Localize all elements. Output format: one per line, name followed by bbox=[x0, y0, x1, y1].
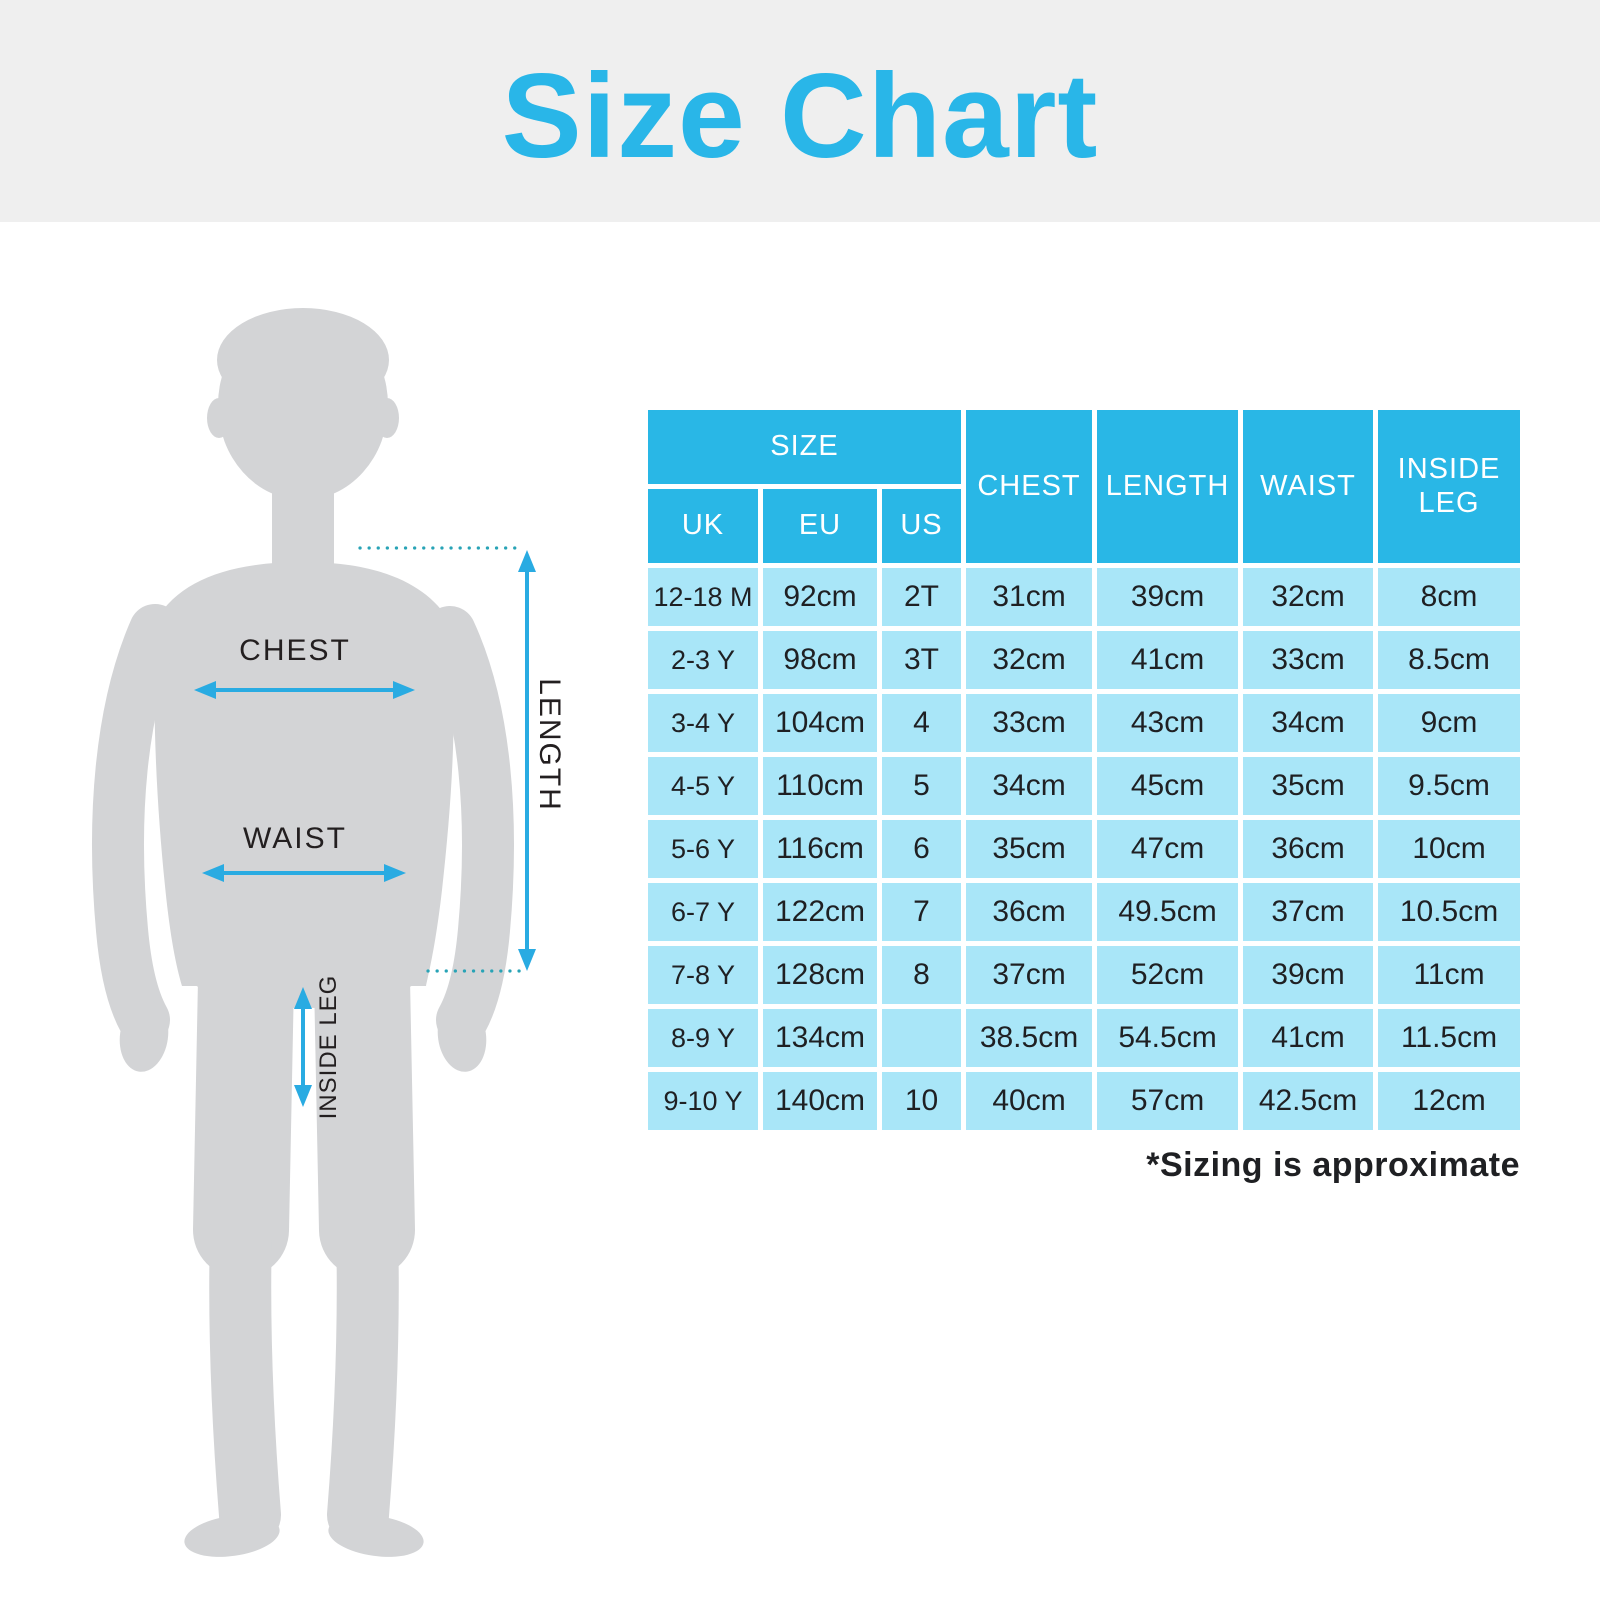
table-cell: 116cm bbox=[763, 820, 877, 878]
header-size: SIZE bbox=[648, 410, 962, 484]
table-cell: 11cm bbox=[1378, 946, 1521, 1004]
table-cell: 57cm bbox=[1097, 1072, 1239, 1130]
table-cell: 36cm bbox=[1243, 820, 1374, 878]
chest-label: CHEST bbox=[239, 634, 351, 667]
table-cell: 4-5 Y bbox=[648, 757, 758, 815]
table-cell: 34cm bbox=[1243, 694, 1374, 752]
table-cell: 8.5cm bbox=[1378, 631, 1521, 689]
header-us: US bbox=[882, 489, 962, 563]
header-chest: CHEST bbox=[966, 410, 1093, 563]
header-row-regions: UK EU US bbox=[648, 489, 1520, 563]
table-cell: 32cm bbox=[966, 631, 1093, 689]
page-title: Size Chart bbox=[501, 49, 1099, 183]
table-cell: 92cm bbox=[763, 568, 877, 626]
header-uk: UK bbox=[648, 489, 758, 563]
table-cell: 40cm bbox=[966, 1072, 1093, 1130]
table-cell: 54.5cm bbox=[1097, 1009, 1239, 1067]
table-cell: 11.5cm bbox=[1378, 1009, 1521, 1067]
table-cell: 38.5cm bbox=[966, 1009, 1093, 1067]
table-cell: 7-8 Y bbox=[648, 946, 758, 1004]
table-cell: 7 bbox=[882, 883, 962, 941]
table-cell: 122cm bbox=[763, 883, 877, 941]
header-row-group: SIZE CHEST LENGTH WAIST INSIDE LEG bbox=[648, 410, 1521, 563]
table-cell: 41cm bbox=[1097, 631, 1239, 689]
table-cell: 49.5cm bbox=[1097, 883, 1239, 941]
table-row: 9-10 Y 140cm 10 40cm 57cm 42.5cm 12cm bbox=[648, 1072, 1521, 1130]
header-inside-leg: INSIDE LEG bbox=[1378, 410, 1521, 563]
sizing-footnote: *Sizing is approximate bbox=[1146, 1146, 1520, 1184]
table-cell: 5-6 Y bbox=[648, 820, 758, 878]
table-cell: 104cm bbox=[763, 694, 877, 752]
table-cell: 9.5cm bbox=[1378, 757, 1521, 815]
table-cell: 110cm bbox=[763, 757, 877, 815]
table-cell: 6 bbox=[882, 820, 962, 878]
table-row: 6-7 Y 122cm 7 36cm 49.5cm 37cm 10.5cm bbox=[648, 883, 1521, 941]
table-cell: 4 bbox=[882, 694, 962, 752]
table-cell: 5 bbox=[882, 757, 962, 815]
header-length: LENGTH bbox=[1097, 410, 1239, 563]
table-cell: 128cm bbox=[763, 946, 877, 1004]
table-row: 2-3 Y 98cm 3T 32cm 41cm 33cm 8.5cm bbox=[648, 631, 1521, 689]
table-cell: 2T bbox=[882, 568, 962, 626]
table-cell: 43cm bbox=[1097, 694, 1239, 752]
table-cell bbox=[882, 1009, 962, 1067]
table-row: 12-18 M 92cm 2T 31cm 39cm 32cm 8cm bbox=[648, 568, 1521, 626]
table-cell: 9-10 Y bbox=[648, 1072, 758, 1130]
table-cell: 10.5cm bbox=[1378, 883, 1521, 941]
child-silhouette bbox=[92, 308, 514, 1557]
inside-leg-label: INSIDE LEG bbox=[315, 975, 342, 1120]
table-cell: 37cm bbox=[966, 946, 1093, 1004]
chest-arrow bbox=[194, 681, 415, 699]
waist-arrow bbox=[202, 864, 406, 882]
child-silhouette-figure: CHEST WAIST LENGT bbox=[92, 308, 566, 1557]
table-cell: 39cm bbox=[1243, 946, 1374, 1004]
table-cell: 33cm bbox=[1243, 631, 1374, 689]
length-arrow bbox=[518, 550, 536, 971]
table-cell: 2-3 Y bbox=[648, 631, 758, 689]
table-row: 4-5 Y 110cm 5 34cm 45cm 35cm 9.5cm bbox=[648, 757, 1521, 815]
table-cell: 12cm bbox=[1378, 1072, 1521, 1130]
table-cell: 8cm bbox=[1378, 568, 1521, 626]
header-waist: WAIST bbox=[1243, 410, 1374, 563]
table-cell: 33cm bbox=[966, 694, 1093, 752]
table-cell: 39cm bbox=[1097, 568, 1239, 626]
table-cell: 9cm bbox=[1378, 694, 1521, 752]
table-cell: 45cm bbox=[1097, 757, 1239, 815]
table-cell: 47cm bbox=[1097, 820, 1239, 878]
table-cell: 10 bbox=[882, 1072, 962, 1130]
table-cell: 42.5cm bbox=[1243, 1072, 1374, 1130]
table-cell: 35cm bbox=[966, 820, 1093, 878]
table-cell: 134cm bbox=[763, 1009, 877, 1067]
table-cell: 10cm bbox=[1378, 820, 1521, 878]
table-cell: 34cm bbox=[966, 757, 1093, 815]
header-eu: EU bbox=[763, 489, 877, 563]
title-band: Size Chart bbox=[0, 0, 1600, 222]
table-cell: 6-7 Y bbox=[648, 883, 758, 941]
table-cell: 52cm bbox=[1097, 946, 1239, 1004]
table-cell: 36cm bbox=[966, 883, 1093, 941]
table-cell: 140cm bbox=[763, 1072, 877, 1130]
table-cell: 37cm bbox=[1243, 883, 1374, 941]
table-cell: 12-18 M bbox=[648, 568, 758, 626]
size-table-container: SIZE CHEST LENGTH WAIST INSIDE LEG UK EU… bbox=[643, 405, 1525, 1135]
table-cell: 32cm bbox=[1243, 568, 1374, 626]
table-cell: 35cm bbox=[1243, 757, 1374, 815]
table-row: 7-8 Y 128cm 8 37cm 52cm 39cm 11cm bbox=[648, 946, 1521, 1004]
table-cell: 98cm bbox=[763, 631, 877, 689]
table-row: 5-6 Y 116cm 6 35cm 47cm 36cm 10cm bbox=[648, 820, 1521, 878]
measurement-annotations: CHEST WAIST LENGT bbox=[194, 546, 566, 1120]
table-cell: 41cm bbox=[1243, 1009, 1374, 1067]
size-table: SIZE CHEST LENGTH WAIST INSIDE LEG UK EU… bbox=[643, 405, 1525, 1135]
inside-leg-arrow bbox=[294, 987, 312, 1107]
table-cell: 8-9 Y bbox=[648, 1009, 758, 1067]
table-row: 8-9 Y 134cm 38.5cm 54.5cm 41cm 11.5cm bbox=[648, 1009, 1521, 1067]
table-cell: 8 bbox=[882, 946, 962, 1004]
table-cell: 3-4 Y bbox=[648, 694, 758, 752]
length-label: LENGTH bbox=[533, 678, 566, 812]
table-cell: 3T bbox=[882, 631, 962, 689]
waist-label: WAIST bbox=[243, 822, 347, 855]
table-cell: 31cm bbox=[966, 568, 1093, 626]
table-row: 3-4 Y 104cm 4 33cm 43cm 34cm 9cm bbox=[648, 694, 1521, 752]
